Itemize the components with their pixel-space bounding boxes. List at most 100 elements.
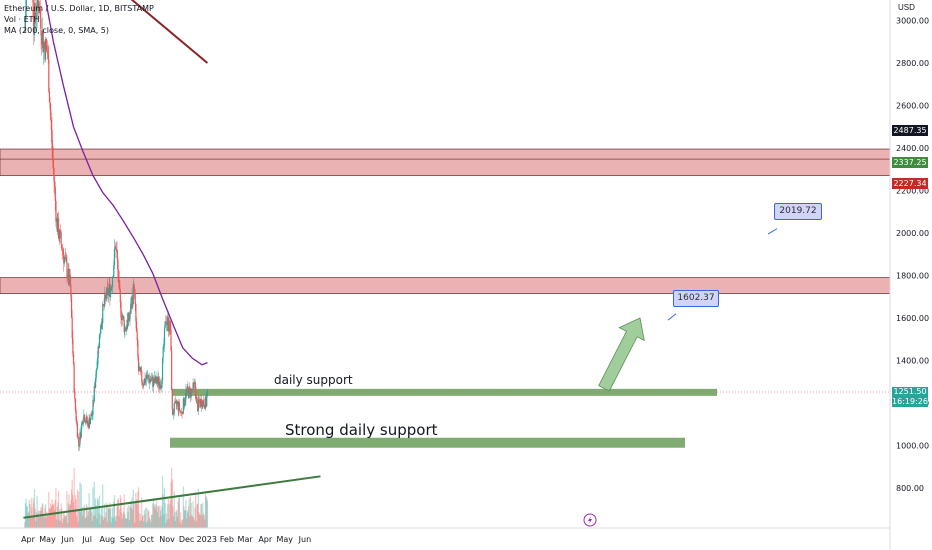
- strong-support-label[interactable]: Strong daily support: [285, 421, 438, 439]
- candle-body: [138, 369, 140, 372]
- volume-bar: [144, 514, 146, 528]
- candle-body: [67, 269, 69, 279]
- candle-body: [204, 396, 207, 409]
- volume-bar: [206, 497, 208, 528]
- candle-body: [75, 410, 77, 421]
- volume-bar: [71, 479, 73, 528]
- candle-body: [111, 277, 114, 287]
- volume-bar: [123, 494, 125, 528]
- volume-bar: [113, 495, 116, 528]
- volume-bar: [127, 512, 129, 528]
- volume-bar: [93, 481, 95, 528]
- volume-bar: [117, 498, 119, 528]
- volume-bar: [52, 504, 54, 528]
- volume-bar: [104, 518, 106, 528]
- candle-body: [204, 406, 206, 409]
- volume-bar: [193, 517, 195, 528]
- x-tick-label: Apr: [258, 535, 273, 544]
- lower-trendline: [23, 475, 321, 519]
- candle-body: [180, 412, 182, 413]
- candle-body: [61, 250, 64, 251]
- candle-body: [133, 284, 135, 293]
- candle-body: [142, 383, 144, 386]
- candle-body: [197, 399, 199, 412]
- candle-body: [139, 367, 142, 372]
- candle-body: [43, 42, 45, 52]
- legend-ma[interactable]: MA (200, close, 0, SMA, 5): [4, 26, 110, 35]
- candle-body: [135, 321, 138, 332]
- volume-bar: [57, 490, 60, 528]
- x-tick-label: May: [276, 535, 293, 544]
- candle-body: [38, 8, 40, 13]
- candle-body: [76, 423, 78, 437]
- volume-bar: [46, 511, 48, 528]
- candle-body: [136, 331, 138, 341]
- volume-bar: [39, 510, 41, 528]
- legend-symbol[interactable]: Ethereum / U.S. Dollar, 1D, BITSTAMP: [4, 4, 154, 13]
- candle-body: [161, 357, 164, 380]
- candle-body: [122, 315, 124, 317]
- volume-bar: [180, 512, 182, 528]
- volume-bar: [131, 497, 133, 528]
- volume-bar: [52, 505, 54, 528]
- candle-body: [33, 2, 36, 35]
- candle-body: [127, 313, 129, 320]
- candle-body: [134, 293, 136, 305]
- candle-body: [140, 370, 142, 372]
- volume-bar: [198, 511, 200, 528]
- volume-bar: [132, 489, 134, 528]
- volume-bar: [90, 506, 92, 528]
- candle-body: [91, 414, 93, 416]
- volume-bar: [182, 486, 184, 528]
- candle-body: [190, 389, 192, 398]
- volume-bar: [124, 513, 126, 528]
- volume-bar: [146, 507, 148, 528]
- support-resistance-zones[interactable]: [0, 148, 891, 448]
- candle-body: [199, 402, 201, 407]
- volume-bar: [53, 503, 55, 528]
- candle-body: [177, 401, 179, 411]
- volume-bar: [38, 517, 40, 528]
- candle-body: [80, 425, 82, 438]
- candle-body: [144, 378, 146, 384]
- candle-body: [189, 387, 191, 389]
- volume-bar: [179, 521, 181, 528]
- target-callout-1602[interactable]: 1602.37: [673, 290, 719, 307]
- volume-bar: [98, 495, 101, 528]
- legend-volume[interactable]: Vol · ETH: [4, 15, 40, 24]
- volume-bar: [196, 503, 198, 528]
- volume-bar: [112, 517, 114, 528]
- candle-body: [160, 386, 162, 388]
- volume-bar: [109, 508, 112, 528]
- candle-body: [86, 416, 88, 424]
- volume-bar: [150, 522, 152, 528]
- candle-body: [65, 257, 67, 263]
- volume-bar: [170, 482, 172, 528]
- volume-bar: [183, 506, 185, 528]
- volume-bar: [117, 500, 119, 528]
- volume-bar: [50, 503, 52, 528]
- volume-bar: [111, 507, 114, 528]
- ma200-line: [44, 0, 208, 366]
- volume-bar: [160, 516, 162, 528]
- candle-body: [59, 230, 62, 233]
- volume-bars: [24, 468, 208, 528]
- candle-body: [110, 288, 112, 289]
- volume-bar: [100, 514, 102, 528]
- candle-body: [149, 379, 151, 382]
- volume-bar: [167, 504, 169, 528]
- candle-body: [91, 413, 93, 416]
- target-callout-2019[interactable]: 2019.72: [774, 203, 822, 220]
- volume-bar: [122, 511, 125, 528]
- candle-body: [119, 289, 121, 303]
- daily-support-label[interactable]: daily support: [274, 373, 353, 387]
- volume-bar: [58, 520, 60, 528]
- candlesticks: [24, 0, 208, 452]
- volume-bar: [87, 515, 89, 528]
- candle-body: [83, 414, 86, 422]
- candle-body: [179, 410, 181, 411]
- indicator-lines[interactable]: [23, 0, 778, 527]
- candle-body: [145, 379, 147, 384]
- volume-bar: [43, 517, 45, 528]
